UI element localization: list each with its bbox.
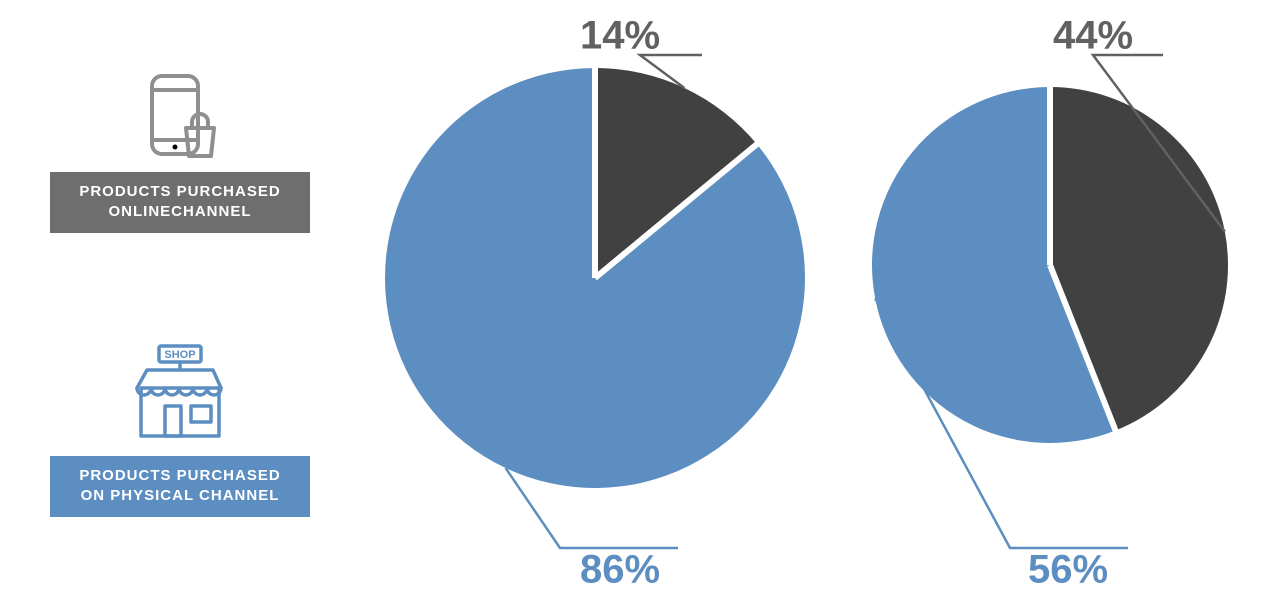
pct-left-online: 14% [580,14,660,59]
pct-right-online: 44% [1053,14,1133,59]
pct-left-physical: 86% [580,548,660,590]
pct-right-physical: 56% [1028,548,1108,590]
charts-canvas [0,0,1280,590]
